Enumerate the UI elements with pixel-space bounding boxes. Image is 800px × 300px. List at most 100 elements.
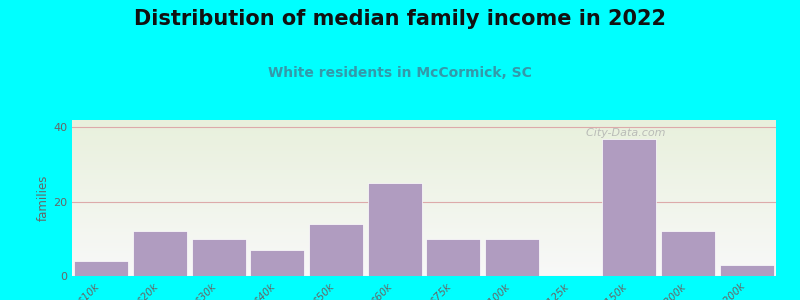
Bar bbox=[72, 143, 776, 145]
Bar bbox=[72, 137, 776, 139]
Bar bbox=[72, 123, 776, 125]
Bar bbox=[72, 271, 776, 273]
Bar bbox=[72, 142, 776, 143]
Bar bbox=[72, 268, 776, 270]
Bar bbox=[661, 231, 715, 276]
Bar bbox=[72, 242, 776, 243]
Bar bbox=[72, 214, 776, 215]
Bar bbox=[72, 201, 776, 203]
Bar bbox=[72, 179, 776, 181]
Bar bbox=[72, 220, 776, 221]
Bar bbox=[72, 150, 776, 151]
Bar bbox=[72, 228, 776, 229]
Bar bbox=[72, 237, 776, 238]
Bar bbox=[368, 183, 422, 276]
Bar bbox=[72, 253, 776, 254]
Bar bbox=[72, 223, 776, 224]
Bar bbox=[72, 128, 776, 129]
Text: City-Data.com: City-Data.com bbox=[579, 128, 666, 138]
Bar bbox=[72, 195, 776, 196]
Bar bbox=[72, 190, 776, 192]
Bar bbox=[72, 185, 776, 187]
Bar bbox=[485, 239, 539, 276]
Bar bbox=[72, 131, 776, 133]
Bar bbox=[72, 178, 776, 179]
Bar bbox=[72, 162, 776, 164]
Bar bbox=[72, 158, 776, 159]
Bar bbox=[72, 198, 776, 200]
Bar bbox=[72, 236, 776, 237]
Bar bbox=[72, 248, 776, 250]
Bar bbox=[72, 172, 776, 173]
Bar bbox=[309, 224, 363, 276]
Bar bbox=[72, 254, 776, 256]
Bar bbox=[72, 176, 776, 178]
Bar bbox=[72, 139, 776, 140]
Bar bbox=[72, 168, 776, 170]
Bar bbox=[72, 240, 776, 242]
Bar bbox=[72, 229, 776, 231]
Text: Distribution of median family income in 2022: Distribution of median family income in … bbox=[134, 9, 666, 29]
Bar bbox=[72, 182, 776, 184]
Bar bbox=[72, 160, 776, 162]
Bar bbox=[72, 204, 776, 206]
Bar bbox=[72, 231, 776, 232]
Bar bbox=[72, 260, 776, 262]
Y-axis label: families: families bbox=[38, 175, 50, 221]
Bar bbox=[720, 265, 774, 276]
Bar bbox=[72, 189, 776, 190]
Bar bbox=[72, 206, 776, 207]
Bar bbox=[426, 239, 480, 276]
Bar bbox=[72, 232, 776, 234]
Bar bbox=[72, 250, 776, 251]
Bar bbox=[72, 184, 776, 185]
Bar bbox=[72, 265, 776, 267]
Bar bbox=[72, 196, 776, 198]
Bar bbox=[72, 146, 776, 148]
Bar bbox=[72, 262, 776, 263]
Bar bbox=[72, 159, 776, 160]
Bar bbox=[72, 246, 776, 248]
Bar bbox=[72, 217, 776, 218]
Bar bbox=[72, 153, 776, 154]
Bar bbox=[72, 238, 776, 240]
Bar bbox=[72, 251, 776, 253]
Bar bbox=[72, 173, 776, 175]
Bar bbox=[72, 187, 776, 189]
Bar bbox=[72, 133, 776, 134]
Bar bbox=[72, 193, 776, 195]
Bar bbox=[250, 250, 304, 276]
Bar bbox=[72, 192, 776, 193]
Bar bbox=[72, 175, 776, 176]
Bar bbox=[602, 139, 656, 276]
Bar bbox=[72, 243, 776, 245]
Bar bbox=[72, 170, 776, 172]
Bar bbox=[72, 167, 776, 168]
Bar bbox=[72, 154, 776, 156]
Bar bbox=[72, 267, 776, 268]
Bar bbox=[72, 129, 776, 131]
Bar bbox=[72, 245, 776, 246]
Bar bbox=[72, 126, 776, 128]
Bar bbox=[72, 156, 776, 158]
Bar bbox=[72, 259, 776, 260]
Bar bbox=[72, 151, 776, 153]
Bar bbox=[72, 234, 776, 236]
Bar bbox=[72, 273, 776, 274]
Bar bbox=[72, 207, 776, 209]
Bar bbox=[72, 218, 776, 220]
Bar bbox=[72, 164, 776, 165]
Text: White residents in McCormick, SC: White residents in McCormick, SC bbox=[268, 66, 532, 80]
Bar bbox=[72, 134, 776, 136]
Bar bbox=[72, 148, 776, 150]
Bar bbox=[74, 261, 128, 276]
Bar bbox=[72, 263, 776, 265]
Bar bbox=[72, 145, 776, 146]
Bar bbox=[72, 122, 776, 123]
Bar bbox=[72, 125, 776, 126]
Bar bbox=[72, 212, 776, 214]
Bar bbox=[72, 224, 776, 226]
Bar bbox=[133, 231, 187, 276]
Bar bbox=[72, 203, 776, 204]
Bar bbox=[72, 211, 776, 212]
